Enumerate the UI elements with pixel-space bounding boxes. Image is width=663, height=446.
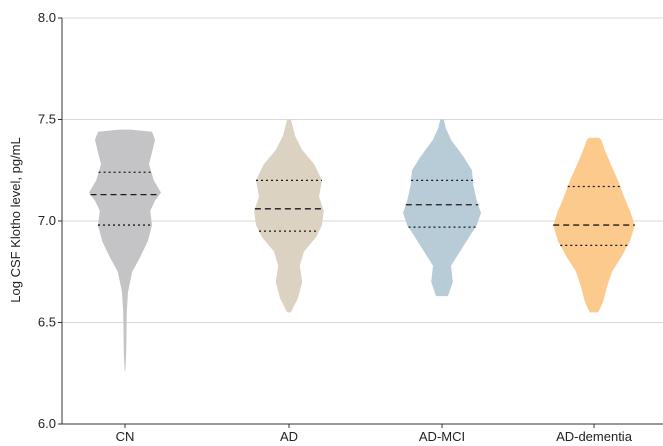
violins <box>89 119 635 372</box>
x-tick-label: AD-dementia <box>556 429 633 444</box>
y-axis-title: Log CSF Klotho level, pg/mL <box>8 137 23 302</box>
x-tick-label: CN <box>116 429 135 444</box>
y-tick-label: 6.5 <box>38 315 56 330</box>
violin-body <box>403 119 481 297</box>
y-tick-labels: 6.0 6.5 7.0 7.5 8.0 <box>38 10 62 431</box>
y-tick-label: 7.5 <box>38 112 56 127</box>
violin-body <box>254 119 324 313</box>
x-tick-label: AD <box>280 429 298 444</box>
gridlines <box>62 17 663 323</box>
violin-ad-dementia <box>553 137 635 313</box>
y-tick-label: 7.0 <box>38 213 56 228</box>
x-tick-labels: CN AD AD-MCI AD-dementia <box>116 424 633 444</box>
y-tick-label: 8.0 <box>38 10 56 25</box>
violin-ad-mci <box>403 119 481 297</box>
violin-ad <box>254 119 324 313</box>
x-tick-label: AD-MCI <box>419 429 465 444</box>
violin-cn <box>89 129 161 372</box>
y-tick-label: 6.0 <box>38 416 56 431</box>
violin-body <box>89 129 161 372</box>
